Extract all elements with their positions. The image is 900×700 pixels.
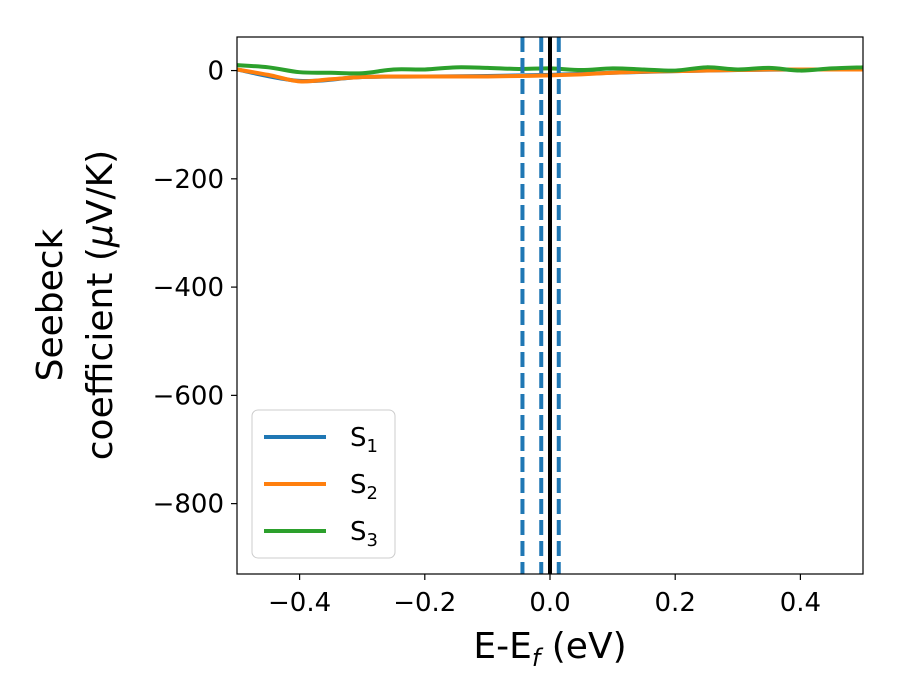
x-axis-label-unit: (eV) <box>540 626 626 667</box>
y-tick-label: −200 <box>153 165 224 195</box>
y-axis-label-line1: Seebeck <box>30 228 71 381</box>
legend-label-2: S2 <box>350 470 378 504</box>
y-tick-label: −600 <box>153 381 224 411</box>
y-tick-label: 0 <box>207 57 224 87</box>
legend-label-3: S3 <box>350 517 378 551</box>
x-axis-ticks: −0.4 −0.2 0.0 0.2 0.4 <box>268 574 821 618</box>
y-tick-label: −400 <box>153 273 224 303</box>
legend: S1 S2 S3 <box>251 409 396 559</box>
x-axis-label: E-Ef (eV) <box>473 626 626 672</box>
y-axis-ticks: 0 −200 −400 −600 −800 <box>153 57 237 520</box>
x-tick-label: 0.4 <box>780 588 821 618</box>
y-axis-label-line2: coefficient (μV/K) <box>80 150 121 460</box>
x-tick-label: −0.4 <box>268 588 331 618</box>
x-tick-label: 0.0 <box>529 588 570 618</box>
x-axis-label-main: E-E <box>473 626 531 667</box>
x-tick-label: 0.2 <box>655 588 696 618</box>
x-tick-label: −0.2 <box>393 588 456 618</box>
vline-layer <box>520 37 561 574</box>
legend-label-1: S1 <box>350 423 378 457</box>
y-tick-label: −800 <box>153 490 224 520</box>
y-axis-label: Seebeck coefficient (μV/K) <box>30 150 121 460</box>
